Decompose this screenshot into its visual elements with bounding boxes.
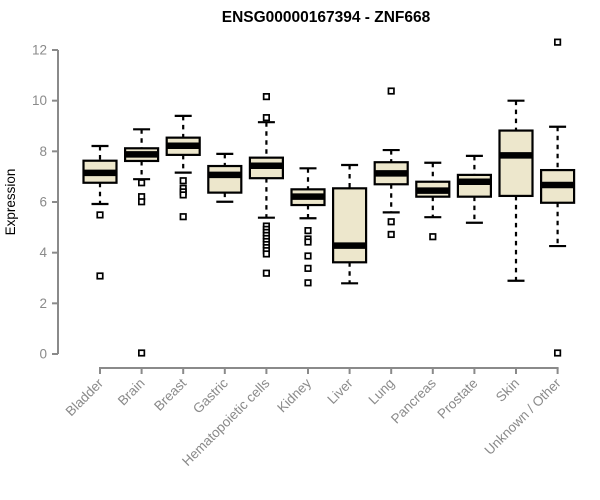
box-kidney	[290, 167, 326, 287]
outlier-point	[304, 279, 312, 287]
iqr-box	[207, 164, 243, 194]
y-tick-label: 8	[39, 144, 47, 159]
outlier-point	[138, 179, 146, 187]
box-unknown-other	[539, 38, 576, 357]
x-category-label: Bladder	[63, 375, 107, 419]
outlier-point	[387, 87, 395, 95]
outlier-point	[138, 198, 146, 206]
box-gastric	[207, 152, 243, 203]
outlier-point	[96, 272, 104, 280]
outlier-point	[304, 264, 312, 272]
outlier-point	[179, 177, 187, 185]
x-category-label: Pancreas	[388, 375, 439, 426]
x-category-label: Brain	[115, 376, 148, 409]
x-category-label: Breast	[151, 375, 189, 413]
y-tick-label: 4	[39, 245, 47, 260]
outlier-point	[96, 211, 104, 219]
y-tick-label: 6	[39, 195, 47, 210]
y-tick-label: 0	[39, 347, 47, 362]
y-tick-label: 10	[32, 93, 47, 108]
outlier-point	[553, 349, 562, 357]
outlier-point	[138, 349, 146, 357]
outlier-point	[179, 191, 187, 199]
boxes-layer	[82, 38, 576, 357]
outlier-point	[553, 38, 562, 46]
outlier-point	[262, 250, 270, 258]
outlier-point	[304, 227, 312, 235]
chart-title: ENSG00000167394 - ZNF668	[222, 9, 431, 26]
outlier-point	[387, 230, 395, 239]
iqr-box	[498, 129, 534, 198]
outlier-point	[262, 114, 270, 122]
iqr-box	[332, 187, 368, 264]
box-liver	[332, 163, 368, 285]
x-category-label: Kidney	[274, 375, 314, 415]
box-skin	[498, 99, 534, 282]
box-brain	[123, 128, 160, 357]
box-bladder	[82, 144, 118, 280]
outlier-point	[304, 238, 312, 246]
x-category-label: Unknown / Other	[481, 375, 564, 458]
x-category-label: Liver	[324, 375, 356, 407]
box-hematopoietic-cells	[248, 93, 284, 277]
iqr-box	[456, 173, 492, 198]
x-category-label: Prostate	[434, 376, 480, 422]
outlier-point	[429, 233, 437, 241]
outlier-point	[179, 213, 187, 221]
outlier-point	[262, 93, 270, 101]
x-category-label: Lung	[365, 376, 397, 408]
box-prostate	[456, 154, 492, 224]
box-pancreas	[415, 161, 451, 241]
box-breast	[165, 114, 201, 221]
outlier-point	[304, 252, 312, 260]
x-category-label: Gastric	[190, 375, 231, 416]
outlier-point	[387, 218, 395, 226]
y-axis-label: Expression	[3, 169, 18, 236]
box-lung	[373, 87, 409, 239]
y-tick-label: 12	[32, 43, 47, 58]
outlier-point	[262, 269, 270, 277]
x-category-label: Skin	[493, 376, 522, 405]
y-tick-label: 2	[39, 296, 47, 311]
